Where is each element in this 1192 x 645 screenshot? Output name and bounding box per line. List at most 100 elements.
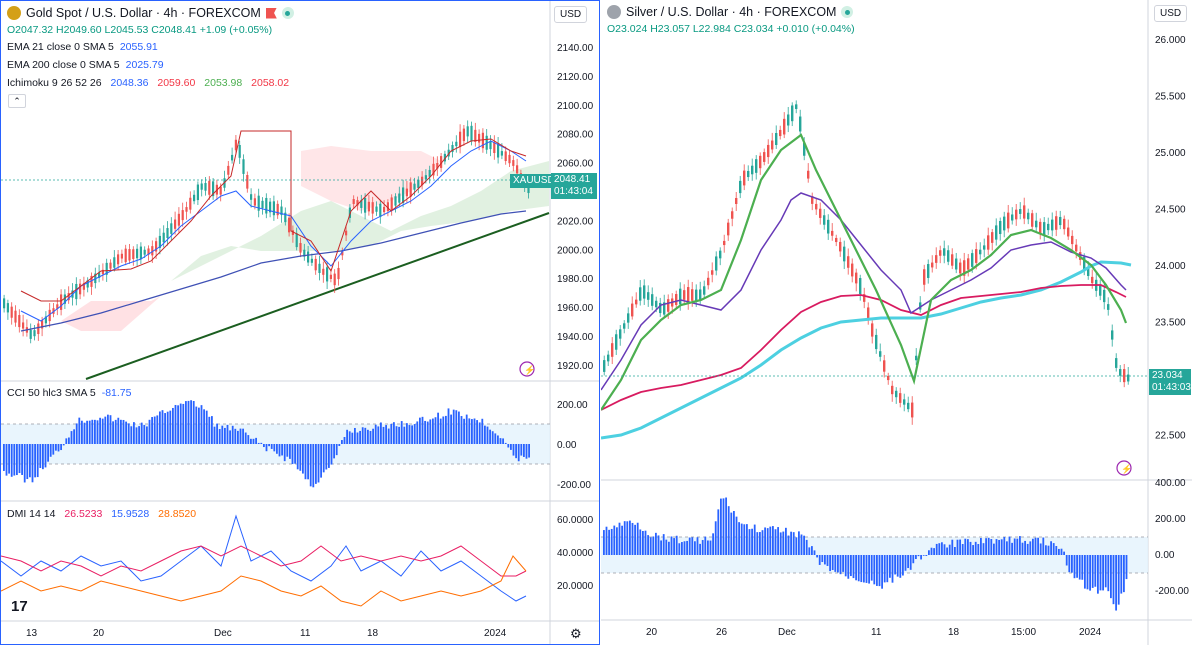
osc-bar [229, 430, 231, 444]
candle [386, 202, 389, 212]
candle [851, 263, 854, 277]
ema21-legend[interactable]: EMA 21 close 0 SMA 5 2055.91 [7, 41, 158, 53]
osc-bar [177, 405, 179, 444]
candle [212, 181, 215, 197]
osc-bar [156, 415, 159, 444]
candle [512, 160, 515, 166]
osc-axis-label: -200.00 [1155, 586, 1189, 597]
silver-title[interactable]: Silver / U.S. Dollar · 4h · FOREXCOM [626, 5, 837, 19]
gold-chart-canvas[interactable]: 2140.00 2120.00 2100.00 2080.00 2060.00 20 40.… [1, 1, 599, 644]
osc-bar [894, 555, 896, 575]
candle [398, 193, 401, 203]
candle [337, 267, 340, 280]
osc-bar [481, 418, 484, 444]
candle [1031, 213, 1034, 227]
ema200-legend[interactable]: EMA 200 close 0 SMA 5 2025.79 [7, 59, 164, 71]
cci-legend[interactable]: CCI 50 hlc3 SMA 5 -81.75 [7, 387, 132, 399]
ema-200-line [20, 210, 527, 332]
osc-bar [159, 411, 161, 444]
candle [695, 289, 698, 301]
candle [333, 273, 336, 286]
silver-chart-panel[interactable]: 26.000 25.500 25.000 24.500 24.000 23.500 23.0… [601, 0, 1192, 645]
candle [1055, 216, 1058, 230]
candle [1011, 214, 1014, 221]
candle [120, 253, 123, 259]
dmi-plus-line [1, 514, 527, 602]
osc-bar [925, 555, 928, 556]
price-axis-label: 2060.00 [557, 159, 594, 170]
silver-currency-button[interactable]: USD [1154, 5, 1188, 22]
ichimoku-legend[interactable]: Ichimoku 9 26 52 26 2048.36 2059.60 2053… [7, 77, 290, 89]
osc-bar [185, 401, 187, 444]
candle [170, 223, 173, 234]
osc-bar [1058, 548, 1060, 555]
candle [619, 329, 622, 339]
candle [272, 201, 275, 216]
osc-bar [808, 547, 811, 555]
collapse-legend-button[interactable]: ⌃ [8, 94, 26, 108]
dmi-legend[interactable]: DMI 14 14 26.5233 15.9528 28.8520 [7, 508, 197, 520]
candle [204, 183, 207, 191]
candle [819, 208, 822, 218]
osc-bar [974, 541, 977, 555]
osc-bar [114, 419, 117, 444]
candle [815, 203, 818, 210]
osc-bar [517, 444, 520, 462]
candle [367, 201, 370, 212]
osc-bar [250, 438, 252, 444]
osc-bar [341, 440, 343, 444]
candle [1051, 219, 1054, 231]
flag-icon[interactable] [265, 7, 277, 19]
candle [803, 142, 806, 156]
osc-bar [161, 410, 164, 444]
osc-bar [5, 444, 8, 476]
osc-bar [257, 442, 260, 444]
osc-bar [922, 555, 925, 556]
osc-bar [221, 425, 224, 444]
time-axis-label: 15:00 [1011, 627, 1036, 638]
osc-bar [1071, 555, 1073, 573]
candle [29, 329, 32, 339]
candle [18, 315, 21, 328]
osc-bar [904, 555, 907, 571]
osc-bar [870, 555, 873, 581]
candle [1015, 209, 1018, 220]
osc-bar [865, 555, 868, 583]
osc-bar [343, 437, 346, 444]
gold-chart-panel[interactable]: 2140.00 2120.00 2100.00 2080.00 2060.00 20 40.… [0, 0, 600, 645]
silver-header: Silver / U.S. Dollar · 4h · FOREXCOM [607, 5, 854, 19]
candle [90, 275, 93, 287]
candle [314, 258, 317, 271]
gold-header: Gold Spot / U.S. Dollar · 4h · FOREXCOM [7, 6, 294, 20]
settings-gear-icon[interactable]: ⚙ [570, 626, 582, 641]
osc-bar [153, 416, 156, 444]
osc-bar [746, 524, 748, 555]
gold-title[interactable]: Gold Spot / U.S. Dollar · 4h · FOREXCOM [26, 6, 261, 20]
last-price-tag: 2048.41 01:43:04 [551, 173, 597, 199]
tradingview-logo[interactable]: 17 [11, 598, 28, 615]
osc-bar [1024, 540, 1026, 555]
price-axis-label: 2100.00 [557, 101, 594, 112]
osc-bar [338, 444, 341, 447]
candle [318, 263, 321, 273]
candle [459, 131, 462, 148]
osc-bar [203, 409, 205, 444]
osc-bar [125, 421, 127, 444]
osc-bar [735, 516, 738, 555]
osc-bar [748, 529, 751, 555]
candle [639, 287, 642, 301]
silver-chart-canvas[interactable]: 26.000 25.500 25.000 24.500 24.000 23.500 23.0… [601, 0, 1192, 645]
osc-bar [8, 444, 10, 474]
gold-currency-button[interactable]: USD [554, 6, 588, 23]
candle [999, 220, 1002, 235]
candle [647, 292, 650, 300]
osc-bar [515, 444, 517, 459]
time-axis-label: 18 [367, 628, 379, 639]
candle [322, 268, 325, 275]
osc-bar [172, 407, 174, 444]
price-axis-label: 1980.00 [557, 274, 594, 285]
osc-bar [359, 430, 361, 444]
candle [234, 139, 237, 151]
candle [1027, 212, 1030, 220]
candle [345, 230, 348, 236]
